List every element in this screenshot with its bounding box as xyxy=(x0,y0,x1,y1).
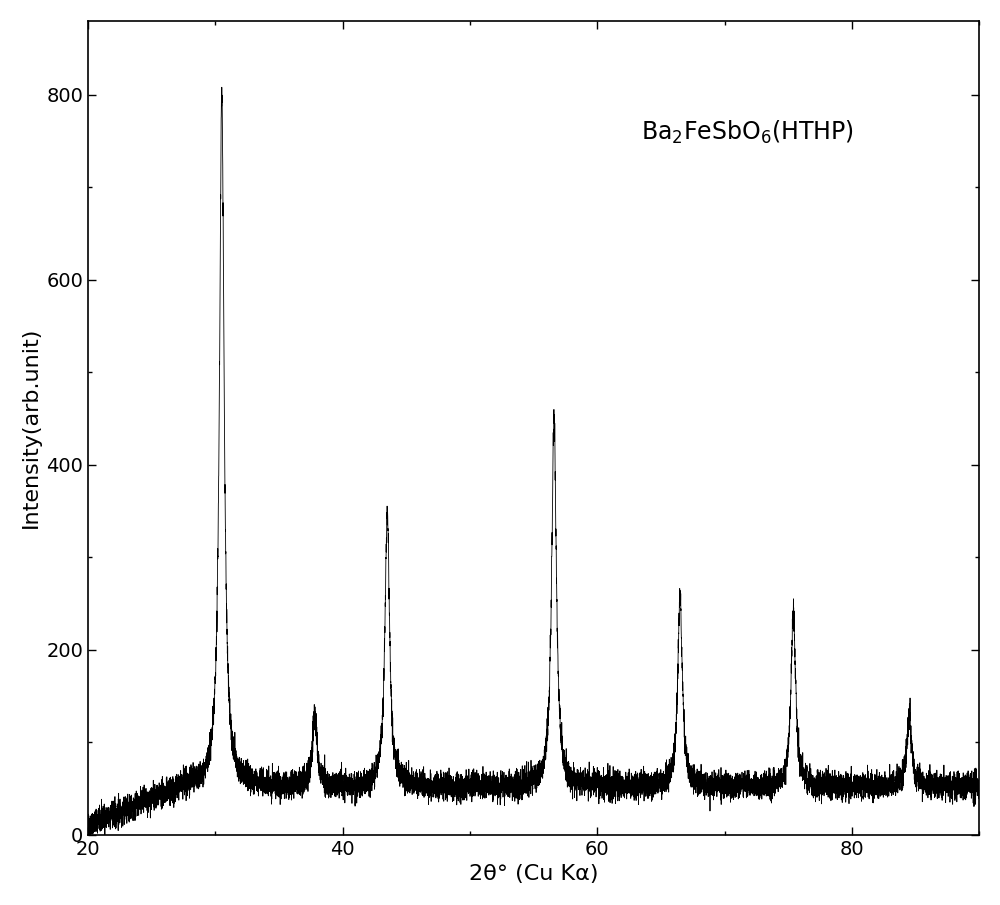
Text: Ba$_2$FeSbO$_6$(HTHP): Ba$_2$FeSbO$_6$(HTHP) xyxy=(641,119,853,146)
Y-axis label: Intensity(arb.unit): Intensity(arb.unit) xyxy=(21,327,41,529)
X-axis label: 2θ° (Cu Kα): 2θ° (Cu Kα) xyxy=(469,864,598,884)
